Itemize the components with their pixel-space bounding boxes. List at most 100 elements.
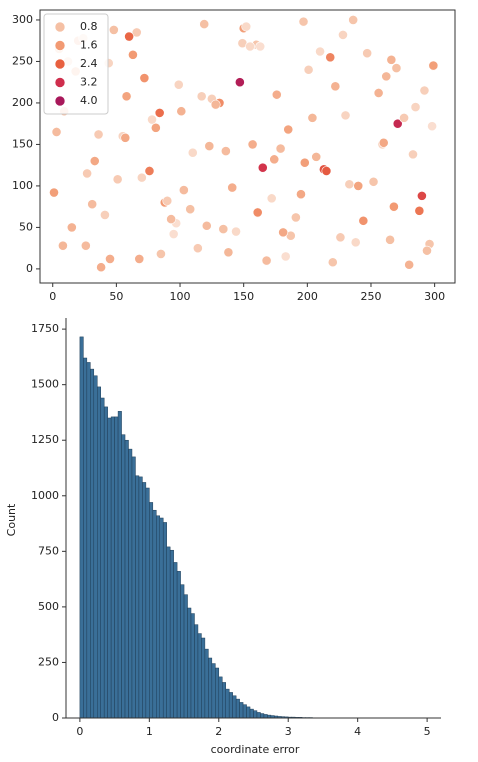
histogram-bar [79, 336, 84, 719]
histogram-bar [242, 704, 247, 719]
scatter-point [100, 210, 110, 220]
scatter-point [80, 240, 91, 251]
scatter-point [112, 174, 123, 185]
scatter-point [121, 91, 132, 102]
y-tick-label: 1500 [31, 378, 59, 391]
histogram-bar [142, 482, 147, 719]
scatter-point [192, 243, 203, 254]
scatter-point [173, 79, 184, 90]
histogram-bar [90, 368, 95, 719]
scatter-point [283, 124, 294, 135]
scatter-point [298, 16, 309, 27]
scatter-point [422, 245, 432, 256]
y-tick-label: 0 [52, 711, 59, 724]
histogram-bar [107, 417, 112, 719]
scatter-point [187, 147, 198, 158]
scatter-point [58, 240, 68, 251]
scatter-point [150, 122, 161, 133]
scatter-point [218, 224, 229, 234]
histogram-bar [215, 667, 220, 719]
histogram-bar [187, 607, 192, 719]
histogram-bar [128, 448, 133, 719]
histogram-bar [156, 515, 160, 719]
x-tick-label: 0 [76, 725, 83, 738]
scatter-point [348, 15, 359, 25]
scatter-point [255, 41, 266, 52]
scatter-point [315, 46, 325, 57]
histogram-bar [183, 594, 188, 719]
scatter-point [399, 112, 409, 123]
scatter-point [196, 91, 207, 102]
histogram-bar [97, 386, 101, 719]
x-tick-label: 300 [424, 290, 445, 303]
histogram-bar [232, 695, 237, 719]
scatter-point [269, 154, 280, 165]
histogram-bar [263, 714, 268, 719]
scatter-point [234, 77, 245, 88]
legend-label: 4.0 [80, 94, 98, 107]
histogram-bar [131, 456, 136, 719]
legend-label: 1.6 [80, 39, 98, 52]
y-tick-label: 250 [38, 655, 59, 668]
scatter-point [108, 25, 119, 35]
scatter-point [147, 114, 157, 125]
scatter-point [162, 195, 173, 206]
y-tick-label: 100 [12, 179, 33, 192]
scatter-point [247, 139, 258, 150]
scatter-point [252, 207, 263, 218]
histogram-bar [256, 712, 261, 719]
scatter-point [391, 63, 402, 73]
histogram-bar [110, 416, 115, 719]
scatter-point [257, 162, 268, 173]
histogram-bar [208, 657, 213, 719]
scatter-point [204, 141, 215, 151]
y-tick-label: 0 [26, 262, 33, 275]
scatter-point [178, 185, 189, 195]
histogram-bar [201, 637, 206, 719]
scatter-point [66, 222, 77, 233]
scatter-point [388, 201, 399, 212]
x-tick-label: 50 [109, 290, 123, 303]
x-tick-label: 1 [146, 725, 153, 738]
scatter-point [220, 146, 231, 156]
histogram-bar [159, 517, 164, 719]
scatter-point [261, 255, 272, 266]
y-tick-label: 250 [12, 54, 33, 67]
scatter-point [311, 151, 322, 162]
y-tick-label: 50 [19, 220, 33, 233]
histogram-bar [117, 411, 122, 719]
scatter-point [154, 107, 165, 118]
histogram-bar [235, 698, 240, 719]
x-tick-label: 150 [233, 290, 254, 303]
scatter-point [144, 166, 155, 176]
x-tick-label: 100 [170, 290, 191, 303]
scatter-point [241, 21, 252, 32]
legend-label: 0.8 [80, 20, 98, 33]
scatter-point [227, 182, 238, 193]
x-axis-label: coordinate error [211, 743, 300, 756]
legend-label: 2.4 [80, 57, 98, 70]
scatter-point [330, 81, 341, 92]
histogram-bar [194, 624, 199, 719]
x-tick-label: 2 [215, 725, 222, 738]
histogram-bar [138, 476, 143, 719]
histogram-bar [211, 663, 216, 719]
scatter-point [124, 31, 135, 42]
legend-marker [54, 77, 66, 88]
legend-marker [54, 21, 66, 33]
scatter-point [373, 88, 384, 98]
scatter-point [353, 181, 364, 191]
scatter-point [368, 176, 379, 187]
histogram-bar [176, 571, 181, 719]
scatter-point [176, 106, 187, 117]
scatter-point [93, 129, 104, 140]
histogram-bar [225, 688, 230, 719]
scatter-point [378, 137, 389, 148]
scatter-point [199, 19, 210, 30]
histogram-bar [260, 713, 265, 719]
scatter-point [166, 214, 177, 225]
histogram-bar [103, 406, 108, 719]
histogram-bar [162, 522, 167, 719]
